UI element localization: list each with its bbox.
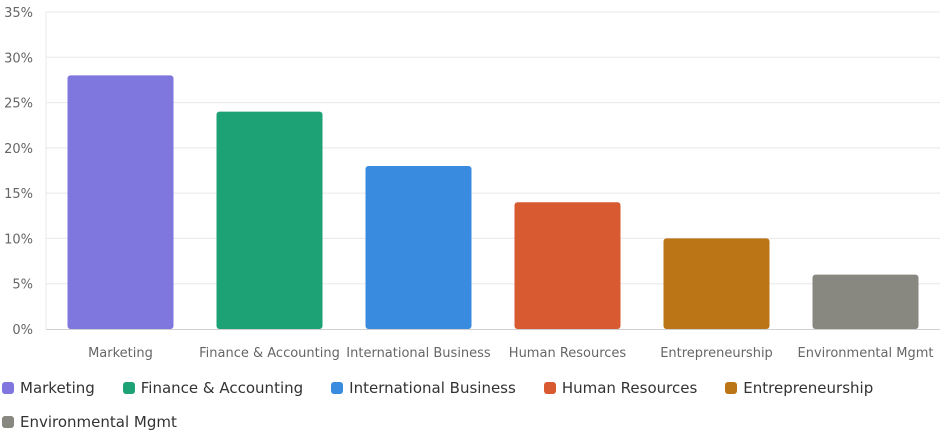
legend-item[interactable]: Human Resources [542, 378, 697, 398]
legend-label: Entrepreneurship [743, 379, 874, 397]
y-tick-label: 25% [4, 97, 33, 112]
legend-label: Marketing [20, 379, 95, 397]
legend-label: Human Resources [561, 379, 698, 397]
legend-item[interactable]: International Business [329, 378, 516, 398]
legend-swatch [331, 382, 344, 394]
legend-item[interactable]: Marketing [0, 378, 95, 398]
bar-2 [216, 111, 323, 329]
bar-4 [514, 202, 621, 329]
chart-legend: Marketing Finance & Accounting Internation… [0, 378, 940, 432]
legend-swatch [2, 382, 14, 394]
x-tick-label: International Business [346, 346, 491, 361]
bar-3 [365, 165, 472, 329]
legend-item[interactable]: Environmental Mgmt [0, 412, 177, 432]
bar-5 [663, 238, 770, 329]
legend-label: International Business [349, 379, 516, 397]
x-tick-label: Environmental Mgmt [798, 346, 934, 361]
x-tick-label: Finance & Accounting [199, 346, 340, 361]
legend-label: Finance & Accounting [140, 379, 304, 397]
x-tick-label: Marketing [88, 346, 153, 361]
bar-6 [812, 274, 919, 329]
legend-item[interactable]: Finance & Accounting [121, 378, 303, 398]
legend-item[interactable]: Entrepreneurship [723, 378, 873, 398]
y-tick-label: 35% [4, 6, 33, 21]
y-tick-label: 10% [4, 232, 33, 247]
legend-label: Environmental Mgmt [20, 413, 177, 431]
x-tick-label: Human Resources [509, 346, 627, 361]
y-tick-label: 20% [4, 142, 33, 157]
legend-swatch [543, 382, 556, 394]
legend-swatch [2, 416, 14, 428]
bar-1 [67, 75, 174, 330]
y-tick-label: 30% [4, 51, 33, 66]
legend-swatch [122, 382, 135, 394]
y-tick-label: 0% [12, 323, 33, 338]
legend-swatch [725, 382, 738, 394]
y-tick-label: 5% [12, 278, 33, 293]
bar-chart: 0% 5% 10% 15% 20% 25% 30% 35% Marketing Finance &… [4, 6, 940, 361]
x-tick-label: Entrepreneurship [660, 346, 773, 361]
y-tick-label: 15% [4, 187, 33, 202]
